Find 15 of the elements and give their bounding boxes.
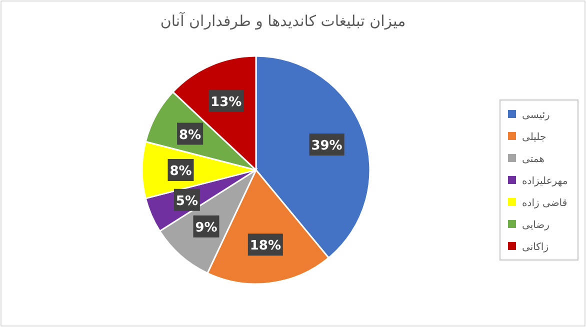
legend-label: رئیسی <box>522 110 550 121</box>
chart-title: میزان تبلیغات کاندیدها و طرفداران آنان <box>160 11 406 30</box>
data-label: 5% <box>176 194 198 209</box>
legend-label: مهرعلیزاده <box>522 176 568 187</box>
legend-label: جلیلی <box>522 132 546 143</box>
data-label: 13% <box>210 94 242 110</box>
data-label: 8% <box>179 128 202 143</box>
legend-label: رضایی <box>522 220 550 231</box>
legend-label: زاکانی <box>522 242 549 253</box>
data-label: 18% <box>250 238 281 254</box>
data-label: 39% <box>311 138 342 154</box>
legend-label: همتی <box>522 154 544 165</box>
legend-label: قاضی زاده <box>522 198 568 209</box>
data-label: 8% <box>170 164 192 179</box>
data-label: 9% <box>195 220 218 236</box>
